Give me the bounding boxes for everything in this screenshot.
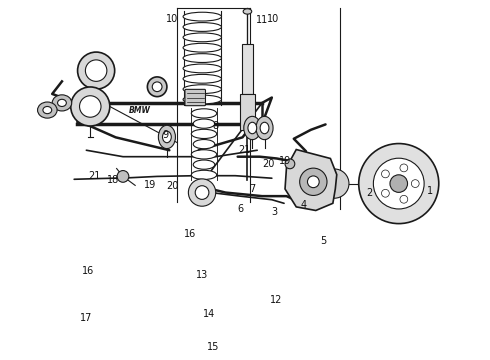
Text: BMW: BMW [129, 105, 151, 114]
Ellipse shape [183, 43, 221, 52]
Circle shape [77, 52, 115, 89]
Text: 3: 3 [271, 207, 277, 217]
Polygon shape [285, 149, 337, 211]
Text: 5: 5 [320, 236, 326, 246]
Text: 21: 21 [238, 144, 250, 154]
Circle shape [400, 164, 408, 172]
Text: 7: 7 [249, 184, 255, 194]
Text: 20: 20 [262, 159, 274, 169]
Text: 1: 1 [427, 186, 434, 196]
Ellipse shape [191, 109, 217, 118]
Ellipse shape [152, 82, 162, 91]
Text: 18: 18 [107, 175, 120, 185]
Ellipse shape [147, 77, 167, 96]
Circle shape [359, 144, 439, 224]
Ellipse shape [38, 102, 57, 118]
Ellipse shape [191, 129, 217, 139]
Text: 16: 16 [184, 229, 196, 239]
Circle shape [382, 170, 390, 178]
Circle shape [308, 176, 319, 188]
Ellipse shape [183, 12, 221, 21]
Ellipse shape [260, 122, 269, 134]
Ellipse shape [244, 116, 261, 140]
Circle shape [85, 60, 107, 81]
Ellipse shape [193, 119, 215, 128]
Text: 21: 21 [89, 171, 101, 181]
Text: 10: 10 [267, 14, 279, 24]
Ellipse shape [158, 125, 175, 149]
Ellipse shape [256, 116, 273, 140]
Bar [242, 44, 253, 94]
Circle shape [300, 168, 327, 195]
Ellipse shape [193, 160, 215, 169]
Text: 16: 16 [82, 266, 94, 276]
Ellipse shape [183, 95, 221, 104]
Ellipse shape [57, 99, 66, 107]
Text: 11: 11 [256, 15, 268, 26]
Circle shape [188, 179, 216, 206]
FancyBboxPatch shape [185, 89, 205, 106]
Text: 14: 14 [203, 310, 216, 319]
Ellipse shape [248, 122, 257, 134]
Circle shape [400, 195, 408, 203]
Circle shape [195, 186, 209, 199]
Ellipse shape [183, 33, 221, 42]
Ellipse shape [191, 150, 217, 159]
Text: 12: 12 [270, 295, 282, 305]
Ellipse shape [43, 107, 52, 114]
Ellipse shape [163, 131, 172, 143]
Text: 8: 8 [213, 121, 219, 131]
Text: 13: 13 [196, 270, 208, 280]
Circle shape [411, 180, 419, 188]
Text: 15: 15 [207, 342, 220, 352]
Circle shape [373, 158, 424, 209]
Circle shape [117, 171, 129, 182]
Text: 20: 20 [167, 181, 179, 192]
Bar [240, 94, 255, 130]
Text: 6: 6 [237, 204, 243, 214]
Text: 9: 9 [162, 130, 169, 140]
Text: 2: 2 [367, 188, 372, 198]
Text: 19: 19 [144, 180, 156, 190]
Ellipse shape [183, 54, 221, 63]
Ellipse shape [183, 64, 221, 73]
Circle shape [71, 87, 110, 126]
Ellipse shape [243, 9, 252, 14]
Circle shape [382, 189, 390, 197]
Text: 17: 17 [80, 313, 93, 323]
Ellipse shape [183, 75, 221, 83]
Ellipse shape [191, 170, 217, 180]
Circle shape [319, 169, 349, 198]
Circle shape [285, 159, 295, 169]
Text: 10: 10 [166, 14, 178, 24]
Text: 4: 4 [300, 200, 307, 210]
Circle shape [390, 175, 408, 192]
Ellipse shape [52, 95, 72, 111]
Circle shape [79, 96, 101, 117]
Ellipse shape [183, 23, 221, 31]
Ellipse shape [183, 85, 221, 94]
Text: 19: 19 [279, 156, 291, 166]
Ellipse shape [193, 140, 215, 149]
